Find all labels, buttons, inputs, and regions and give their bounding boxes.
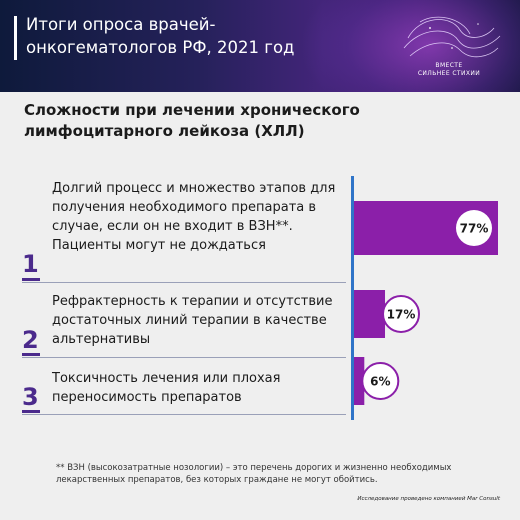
header-glow [300,0,520,92]
divider-2 [22,357,346,358]
item-number-2: 2 [22,326,39,354]
brand-logo-icon [403,16,501,58]
value-label-3: 6% [370,375,390,389]
item-text-3: Токсичность лечения или плохая переносим… [52,371,281,405]
divider-3 [22,414,346,415]
footnote: ** ВЗН (высокозатратные нозологии) – это… [56,463,452,485]
value-badge-2 [382,295,421,333]
header-accent-bar [14,16,17,60]
value-label-1: 77% [460,222,489,236]
brand-line-2: СИЛЬНЕЕ СТИХИИ [417,70,481,77]
item-text-2: Рефрактерность к терапии и отсутствие до… [52,294,333,347]
divider-1 [22,282,346,283]
bar-2 [353,290,386,338]
item-text-1: Долгий процесс и множество этапов для по… [52,181,336,253]
item-number-underline-1 [22,278,40,281]
source-note: Исследование проведено компанией Mar Con… [357,496,500,502]
item-number-1: 1 [22,250,39,278]
value-badge-3 [361,362,400,400]
section-title: Сложности при лечении хронического лимфо… [24,101,360,140]
bar-3 [353,357,365,405]
item-number-underline-2 [22,353,40,356]
item-number-underline-3 [22,410,40,413]
brand-line-1: ВМЕСТЕ [435,62,463,69]
value-badge-1 [456,210,492,246]
value-label-2: 17% [387,308,416,322]
brand-text: ВМЕСТЕ СИЛЬНЕЕ СТИХИИ [394,62,504,78]
item-number-3: 3 [22,383,39,411]
chart-axis-line [351,176,354,420]
header-title: Итоги опроса врачей- онкогематологов РФ,… [26,15,295,57]
header-banner: Итоги опроса врачей- онкогематологов РФ,… [0,0,520,92]
